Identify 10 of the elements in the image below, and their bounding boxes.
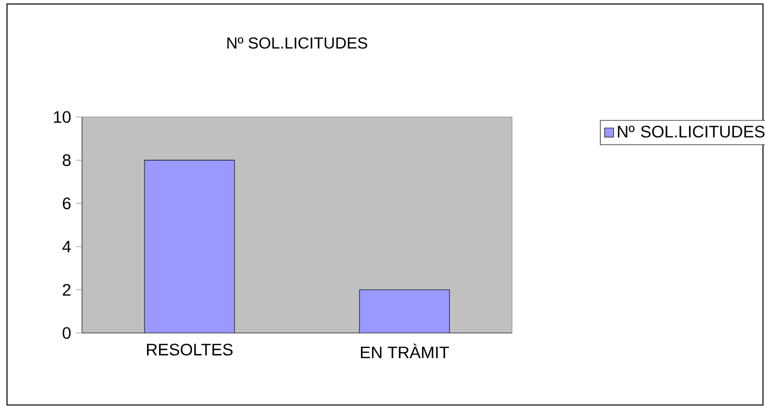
- y-tick-label: 2: [62, 284, 70, 296]
- y-tick-label: 6: [62, 198, 71, 210]
- y-tick-label: 4: [62, 240, 71, 252]
- x-tick-label: EN TRÀMIT: [360, 344, 450, 358]
- legend-label: Nº SOL.LICITUDES: [618, 126, 764, 138]
- y-tick-label: 10: [54, 111, 71, 123]
- y-tick-label: 8: [62, 154, 71, 166]
- y-tick-label: 0: [62, 327, 71, 339]
- x-tick-label: RESOLTES: [147, 344, 233, 356]
- chart-title: Nº SOL.LICITUDES: [227, 37, 368, 49]
